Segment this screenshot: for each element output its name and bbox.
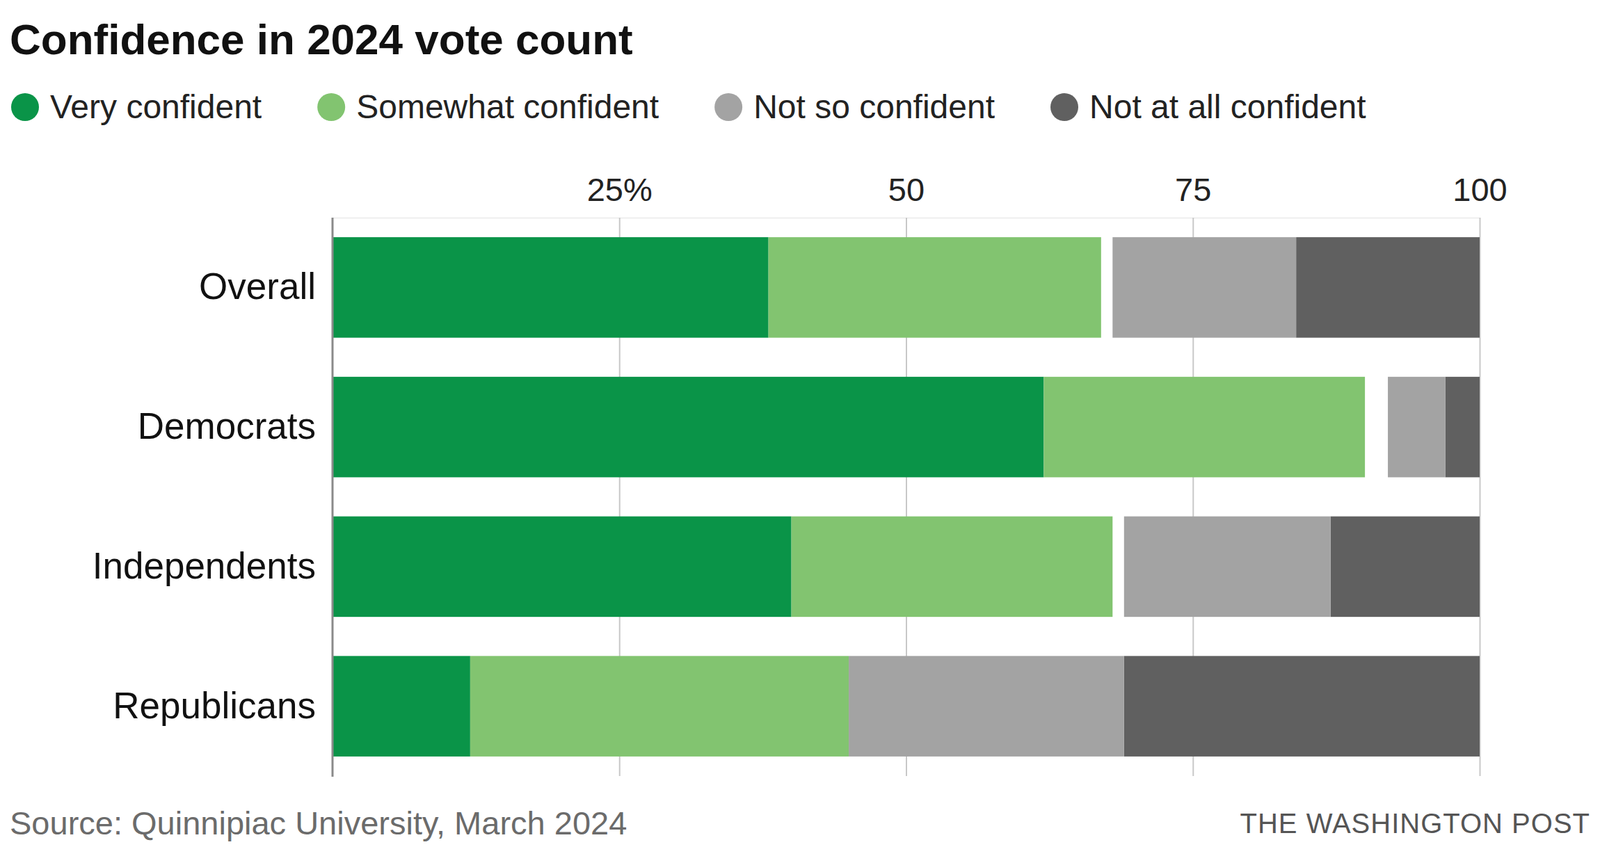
- source: Source: Quinnipiac University, March 202…: [9, 804, 627, 842]
- bar: [332, 516, 792, 618]
- bar: [1124, 516, 1331, 618]
- y-axis: Overall Democrats Independents Republicans: [92, 265, 316, 726]
- bar: [791, 516, 1114, 618]
- category-label: Independents: [92, 545, 316, 587]
- x-axis: 25% 50 75 100: [333, 171, 1508, 777]
- baseline: [331, 217, 334, 778]
- legend-label: Somewhat confident: [356, 88, 659, 126]
- legend: Very confident Somewhat confident Not so c…: [11, 88, 1367, 126]
- bar: [332, 377, 1044, 478]
- legend-marker: [11, 93, 39, 122]
- bar: [768, 237, 1102, 339]
- bar: [1112, 237, 1296, 339]
- tick: Overall: [198, 265, 316, 307]
- legend-marker: [317, 93, 346, 122]
- bar: [332, 237, 769, 339]
- title: Confidence in 2024 vote count: [9, 15, 634, 64]
- tick-label: 25%: [587, 171, 653, 208]
- bars: [332, 237, 1480, 757]
- bar: [1330, 516, 1480, 618]
- chart: Confidence in 2024 vote count Very confid…: [0, 0, 1600, 856]
- legend-label: Very confident: [50, 88, 262, 126]
- bar: [848, 656, 1125, 757]
- bar: [1445, 377, 1480, 478]
- legend-label: Not so confident: [753, 88, 995, 126]
- legend-marker: [1050, 93, 1079, 122]
- bar: [332, 656, 471, 757]
- tick-label: 100: [1452, 171, 1507, 208]
- tick: Independents: [92, 545, 316, 587]
- tick-label: 75: [1174, 171, 1212, 208]
- credit: THE WASHINGTON POST: [1240, 808, 1591, 839]
- tick: Republicans: [112, 685, 316, 727]
- tick-label: 50: [888, 171, 925, 208]
- legend-label: Not at all confident: [1089, 88, 1367, 126]
- tick: Democrats: [137, 405, 316, 447]
- bar: [1387, 377, 1445, 478]
- bar: [1043, 377, 1365, 478]
- bar: [470, 656, 849, 757]
- legend-marker: [714, 93, 743, 122]
- bar: [1296, 237, 1480, 339]
- category-label: Overall: [198, 265, 316, 307]
- bar: [1124, 656, 1480, 757]
- category-label: Democrats: [137, 405, 316, 447]
- category-label: Republicans: [112, 685, 316, 727]
